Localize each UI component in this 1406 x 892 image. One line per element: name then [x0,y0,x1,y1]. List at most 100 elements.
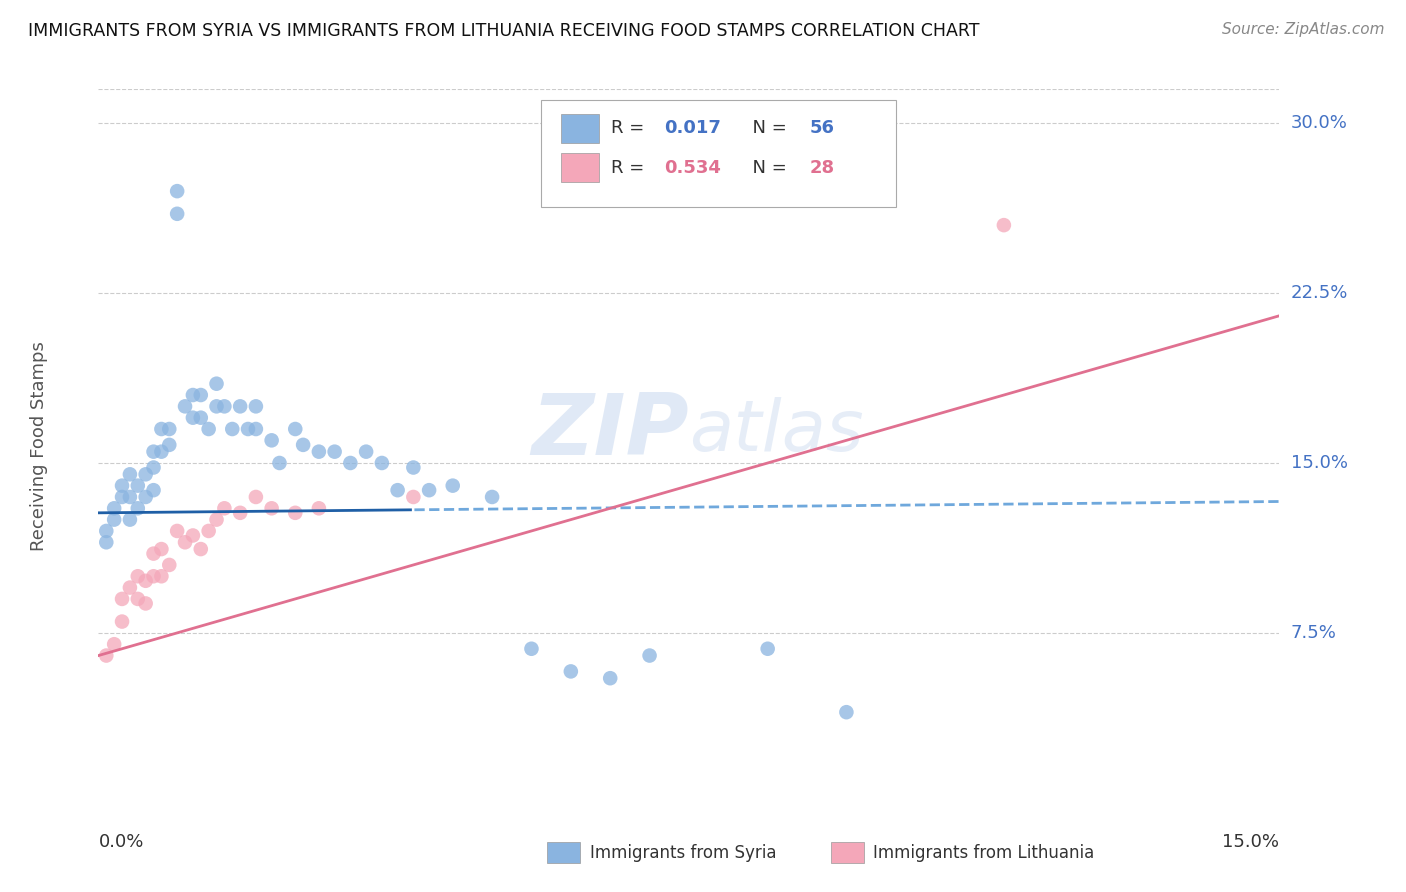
Point [441,478,464,492]
Point [245,490,267,504]
Point [190,410,212,425]
Point [166,524,188,538]
Point [599,671,621,685]
Point [214,501,236,516]
Point [135,574,157,588]
Bar [561,114,599,143]
Point [245,400,267,414]
Point [181,528,204,542]
Point [190,388,212,402]
Point [284,506,307,520]
Point [166,184,188,198]
Text: ZIP: ZIP [531,390,689,474]
Point [157,422,180,436]
Point [197,524,219,538]
Point [229,506,252,520]
Point [96,648,118,663]
Point [214,400,236,414]
Text: Immigrants from Syria: Immigrants from Syria [589,844,776,862]
Text: 56: 56 [810,120,834,137]
Point [118,467,141,482]
Text: Receiving Food Stamps: Receiving Food Stamps [31,341,48,551]
Point [197,422,219,436]
Text: N =: N = [741,120,786,137]
Text: 30.0%: 30.0% [1291,114,1347,132]
Point [135,597,157,611]
Point [166,207,188,221]
Point [229,400,252,414]
Point [142,483,165,498]
Point [308,444,330,458]
Point [150,444,173,458]
Point [371,456,394,470]
Point [993,218,1015,232]
Point [221,422,243,436]
Point [181,388,204,402]
Point [103,637,125,651]
Point [118,490,141,504]
Point [387,483,409,498]
Point [127,501,149,516]
Bar [547,842,581,863]
Point [118,581,141,595]
Text: Immigrants from Lithuania: Immigrants from Lithuania [873,844,1094,862]
Point [418,483,440,498]
Point [236,422,259,436]
Bar [561,153,599,182]
Point [103,513,125,527]
Point [96,524,118,538]
Point [127,591,149,606]
Text: 28: 28 [810,159,835,177]
Point [157,438,180,452]
Text: 0.534: 0.534 [664,159,721,177]
Point [308,501,330,516]
Bar [831,842,863,863]
Point [205,376,228,391]
Text: atlas: atlas [689,397,863,467]
Point [142,460,165,475]
Point [157,558,180,572]
Text: Source: ZipAtlas.com: Source: ZipAtlas.com [1222,22,1385,37]
Point [150,422,173,436]
Point [560,665,582,679]
Text: 15.0%: 15.0% [1222,833,1279,851]
Point [339,456,361,470]
Point [638,648,661,663]
Point [835,705,858,719]
Point [103,501,125,516]
Point [520,641,543,656]
Point [111,591,134,606]
Point [260,501,283,516]
Point [142,547,165,561]
Point [756,641,779,656]
Point [181,410,204,425]
Point [111,478,134,492]
Text: 7.5%: 7.5% [1291,624,1337,642]
Point [127,569,149,583]
Point [150,542,173,557]
Point [323,444,346,458]
Text: R =: R = [612,159,650,177]
Point [135,490,157,504]
Point [111,490,134,504]
Point [142,444,165,458]
Point [150,569,173,583]
Point [402,460,425,475]
Text: IMMIGRANTS FROM SYRIA VS IMMIGRANTS FROM LITHUANIA RECEIVING FOOD STAMPS CORRELA: IMMIGRANTS FROM SYRIA VS IMMIGRANTS FROM… [28,22,980,40]
Point [174,400,197,414]
Text: 0.0%: 0.0% [98,833,143,851]
Point [190,542,212,557]
Point [205,400,228,414]
Point [284,422,307,436]
Point [481,490,503,504]
Text: R =: R = [612,120,650,137]
Point [269,456,291,470]
Point [354,444,377,458]
Text: 0.017: 0.017 [664,120,721,137]
Point [205,513,228,527]
Point [260,434,283,448]
Point [245,422,267,436]
Point [292,438,315,452]
Text: 15.0%: 15.0% [1291,454,1347,472]
FancyBboxPatch shape [541,100,896,207]
